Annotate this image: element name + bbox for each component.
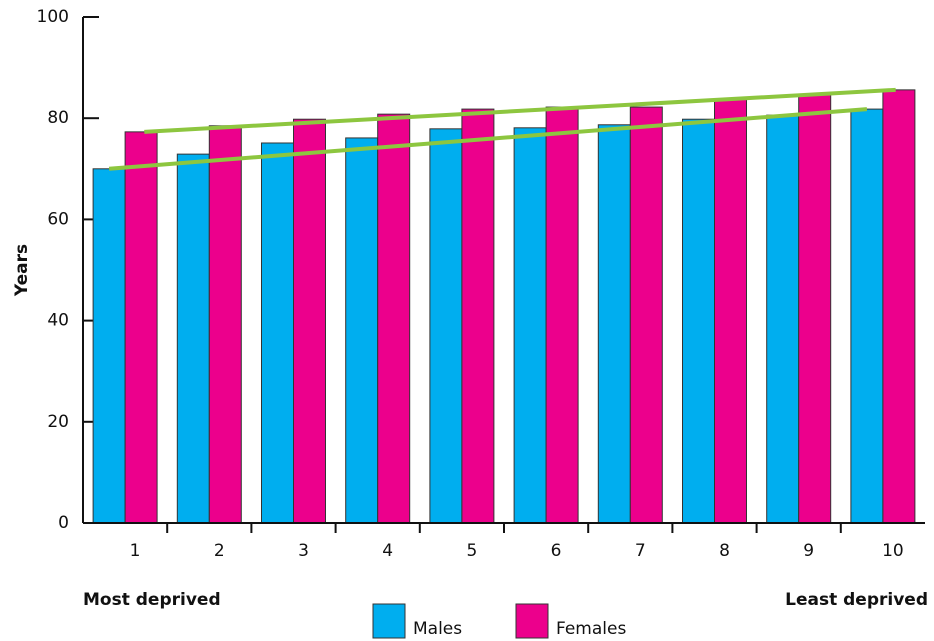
y-tick-label: 80 [47,108,69,128]
x-tick-label: 3 [298,541,309,561]
bar [629,106,663,524]
bar [208,125,242,524]
legend-swatch [515,603,549,639]
bar [766,114,800,524]
x-left-label: Most deprived [83,590,221,610]
bar [545,106,579,524]
bar [345,137,379,524]
legend-swatch [372,603,406,639]
x-tick-label: 1 [130,541,141,561]
x-tick-label: 5 [466,541,477,561]
bar [461,108,495,524]
bar [124,131,158,524]
bar [798,94,832,524]
x-tick-label: 9 [803,541,814,561]
y-tick-label: 60 [47,209,69,229]
trend-line [108,107,868,171]
bar [714,98,747,524]
y-tick-label: 0 [58,513,69,533]
bar [261,142,294,524]
legend-label: Males [413,619,462,639]
y-tick-label: 40 [47,311,69,331]
bar [682,118,715,524]
bar [429,128,463,524]
bar [293,118,326,524]
bar [513,127,547,524]
y-axis-label: Years [12,244,32,297]
x-tick-label: 4 [382,541,393,561]
x-right-label: Least deprived [785,590,928,610]
bar [92,168,126,524]
y-tick-label: 100 [37,7,69,27]
bar [597,124,631,524]
x-tick-label: 7 [635,541,646,561]
x-tick-label: 2 [214,541,225,561]
trend-line [144,87,896,134]
bar [882,89,916,524]
x-tick-label: 10 [882,541,904,561]
bar [850,108,884,524]
y-tick-label: 20 [47,412,69,432]
legend-label: Females [556,619,626,639]
x-tick-label: 8 [719,541,730,561]
bar [377,113,411,524]
bar [176,153,210,524]
x-tick-label: 6 [551,541,562,561]
